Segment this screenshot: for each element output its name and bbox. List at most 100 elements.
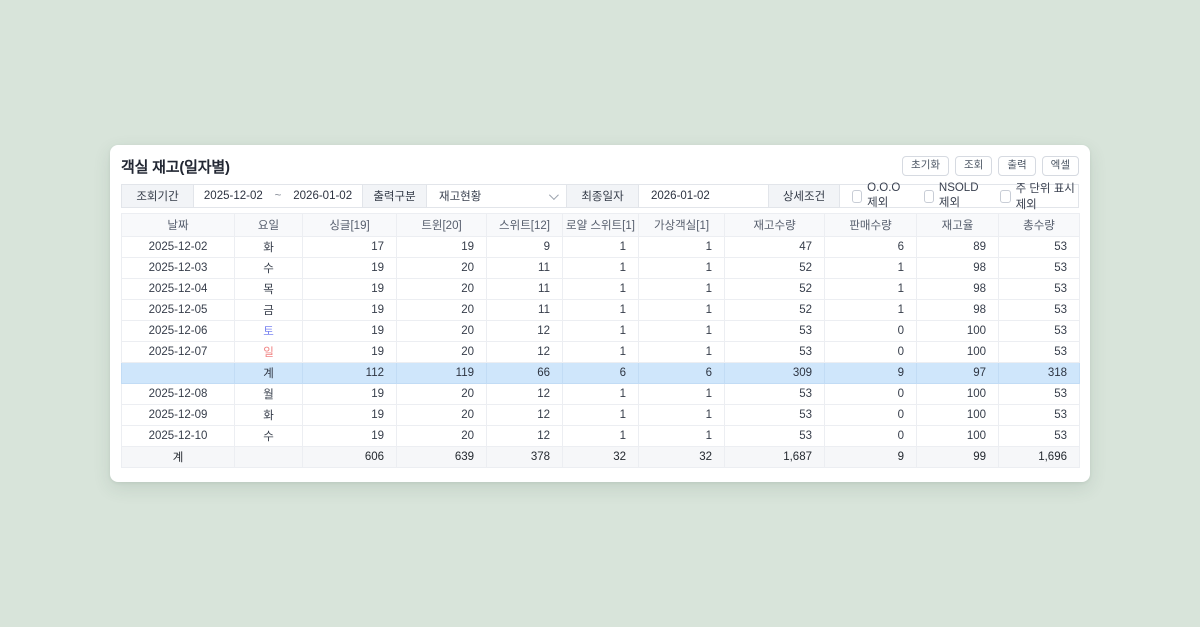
- output-type-label: 출력구분: [363, 185, 427, 207]
- cell-date: 2025-12-08: [121, 383, 235, 405]
- cell-day: 월: [234, 383, 303, 405]
- table-row[interactable]: 2025-12-06 토 19 20 12 1 1 53 0 100 53: [121, 320, 1080, 342]
- cell-value: 1,696: [998, 446, 1080, 468]
- cell-value: 6: [638, 362, 725, 384]
- cell-value: 32: [638, 446, 725, 468]
- cell-value: 1: [562, 257, 639, 279]
- cell-value: 20: [396, 425, 487, 447]
- cell-value: 1: [638, 278, 725, 300]
- cell-value: 19: [302, 383, 397, 405]
- print-button[interactable]: 출력: [998, 156, 1036, 176]
- filter-checkbox[interactable]: O.O.O 제외: [852, 182, 910, 210]
- cell-value: 1: [562, 299, 639, 321]
- cell-date: 2025-12-04: [121, 278, 235, 300]
- cell-value: 20: [396, 257, 487, 279]
- cell-value: 100: [916, 341, 999, 363]
- cell-value: 66: [486, 362, 563, 384]
- cell-value: 1: [638, 299, 725, 321]
- column-header: 트윈[20]: [396, 213, 487, 237]
- cell-value: 1: [638, 257, 725, 279]
- checkbox-icon[interactable]: [1000, 189, 1011, 203]
- inventory-table: 날짜 요일 싱글[19] 트윈[20] 스위트[12] 로얄 스위트[1] 가상객실[1] 재…: [121, 213, 1080, 468]
- cell-value: 100: [916, 320, 999, 342]
- cell-value: 20: [396, 341, 487, 363]
- table-row[interactable]: 2025-12-03 수 19 20 11 1 1 52 1 98 53: [121, 257, 1080, 279]
- grand-total-row: 계 606 639 378 32 32 1,687 9 99 1,696: [121, 446, 1080, 468]
- reset-button[interactable]: 초기화: [902, 156, 950, 176]
- filter-checkbox[interactable]: NSOLD 제외: [923, 182, 987, 210]
- table-row[interactable]: 2025-12-02 화 17 19 9 1 1 47 6 89 53: [121, 236, 1080, 258]
- cell-value: 20: [396, 404, 487, 426]
- cell-value: 1,687: [724, 446, 825, 468]
- cell-value: 19: [302, 425, 397, 447]
- filter-bar: 조회기간 2025-12-02 ~ 2026-01-02 출력구분 재고현황 최…: [121, 182, 1079, 211]
- table-row[interactable]: 2025-12-09 화 19 20 12 1 1 53 0 100 53: [121, 404, 1080, 426]
- cell-value: 19: [302, 299, 397, 321]
- cell-value: 53: [998, 425, 1080, 447]
- cell-value: 378: [486, 446, 563, 468]
- cell-value: 19: [302, 320, 397, 342]
- table-row[interactable]: 2025-12-05 금 19 20 11 1 1 52 1 98 53: [121, 299, 1080, 321]
- cell-value: 53: [724, 320, 825, 342]
- cell-date: 2025-12-07: [121, 341, 235, 363]
- week-total-row: 계 112 119 66 6 6 309 9 97 318: [121, 362, 1080, 384]
- cell-value: 1: [638, 236, 725, 258]
- last-date-input[interactable]: 2026-01-02: [639, 185, 769, 207]
- table-row[interactable]: 2025-12-07 일 19 20 12 1 1 53 0 100 53: [121, 341, 1080, 363]
- checkbox-label: O.O.O 제외: [867, 182, 901, 209]
- cell-value: 100: [916, 425, 999, 447]
- cell-value: 19: [302, 341, 397, 363]
- table-row[interactable]: 2025-12-10 수 19 20 12 1 1 53 0 100 53: [121, 425, 1080, 447]
- cell-value: 53: [998, 299, 1080, 321]
- cell-value: 6: [562, 362, 639, 384]
- date-to-input[interactable]: 2026-01-02: [293, 190, 353, 202]
- date-from-input[interactable]: 2025-12-02: [203, 190, 263, 202]
- cell-day: 화: [234, 404, 303, 426]
- column-header: 요일: [234, 213, 303, 237]
- cell-day: 화: [234, 236, 303, 258]
- cell-value: 11: [486, 257, 563, 279]
- cell-value: 9: [486, 236, 563, 258]
- cell-value: 606: [302, 446, 397, 468]
- column-header: 재고수량: [724, 213, 825, 237]
- filter-checkbox[interactable]: 주 단위 표시 제외: [1000, 180, 1078, 212]
- cell-value: 1: [638, 341, 725, 363]
- cell-date: [121, 362, 235, 384]
- search-button[interactable]: 조회: [955, 156, 993, 176]
- cell-value: 1: [562, 425, 639, 447]
- table-row[interactable]: 2025-12-08 월 19 20 12 1 1 53 0 100 53: [121, 383, 1080, 405]
- cell-day: 수: [234, 425, 303, 447]
- cell-value: 12: [486, 341, 563, 363]
- cell-day: 계: [234, 362, 303, 384]
- excel-button[interactable]: 엑셀: [1041, 156, 1079, 176]
- cell-value: 12: [486, 404, 563, 426]
- cell-day: [234, 446, 303, 468]
- cell-value: 53: [998, 320, 1080, 342]
- cell-value: 53: [998, 383, 1080, 405]
- cell-value: 1: [824, 257, 917, 279]
- column-header: 날짜: [121, 213, 235, 237]
- checkbox-label: NSOLD 제외: [938, 182, 979, 209]
- cell-value: 0: [824, 383, 917, 405]
- cell-value: 53: [724, 404, 825, 426]
- cell-date: 2025-12-06: [121, 320, 235, 342]
- cell-value: 12: [486, 425, 563, 447]
- output-type-select[interactable]: 재고현황: [427, 185, 567, 207]
- cell-value: 1: [562, 278, 639, 300]
- cell-value: 1: [562, 236, 639, 258]
- cell-value: 1: [824, 299, 917, 321]
- checkbox-icon[interactable]: [923, 189, 934, 203]
- cell-value: 53: [724, 425, 825, 447]
- last-date-label: 최종일자: [567, 185, 639, 207]
- checkbox-icon[interactable]: [852, 189, 863, 203]
- cell-value: 6: [824, 236, 917, 258]
- cell-value: 20: [396, 278, 487, 300]
- cell-value: 17: [302, 236, 397, 258]
- table-row[interactable]: 2025-12-04 목 19 20 11 1 1 52 1 98 53: [121, 278, 1080, 300]
- cell-value: 97: [916, 362, 999, 384]
- cell-value: 20: [396, 320, 487, 342]
- cell-value: 12: [486, 383, 563, 405]
- cell-value: 98: [916, 278, 999, 300]
- date-range-field: 2025-12-02 ~ 2026-01-02: [194, 185, 363, 207]
- cell-value: 1: [562, 341, 639, 363]
